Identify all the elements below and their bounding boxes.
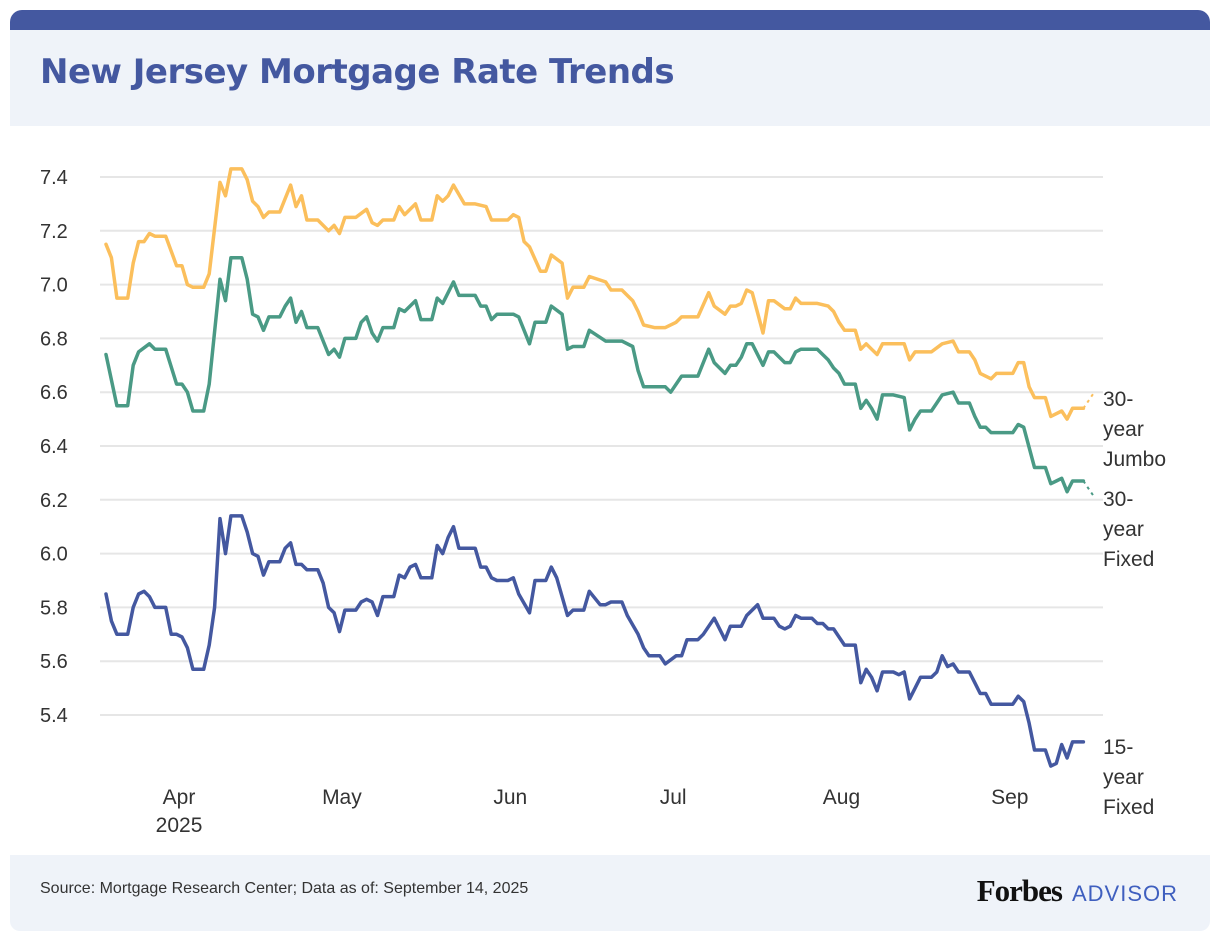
x-tick-label: May bbox=[322, 786, 362, 809]
series-projection-line bbox=[1082, 480, 1096, 498]
chart-header: New Jersey Mortgage Rate Trends bbox=[10, 30, 1210, 126]
y-tick-label: 6.4 bbox=[40, 436, 68, 458]
y-tick-label: 7.4 bbox=[40, 167, 68, 189]
y-tick-label: 6.0 bbox=[40, 544, 68, 566]
y-tick-label: 5.4 bbox=[40, 705, 68, 727]
line-chart: 7.4 7.2 7.0 6.8 6.6 6.4 6.2 6.0 5.8 5.6 5.4 Apr 2025… bbox=[40, 167, 1166, 837]
chart-footer: Source: Mortgage Research Center; Data a… bbox=[10, 855, 1210, 931]
y-tick-label: 6.8 bbox=[40, 328, 68, 350]
series-end-label: Fixed bbox=[1103, 548, 1154, 571]
source-note: Source: Mortgage Research Center; Data a… bbox=[40, 880, 529, 897]
x-tick-label: Jul bbox=[660, 786, 687, 809]
x-tick-label: Aug bbox=[823, 786, 860, 809]
series-line-30-year-fixed bbox=[104, 255, 1086, 494]
y-tick-label: 7.0 bbox=[40, 275, 68, 297]
y-tick-label: 5.6 bbox=[40, 651, 68, 673]
series-end-label: 15- bbox=[1103, 736, 1133, 759]
series-projection-line bbox=[1082, 391, 1096, 409]
logo-forbes: Forbes bbox=[976, 873, 1063, 908]
series-end-label: 30- bbox=[1103, 488, 1133, 511]
chart-title: New Jersey Mortgage Rate Trends bbox=[40, 52, 675, 92]
forbes-advisor-logo: Forbes ADVISOR bbox=[977, 873, 1178, 909]
y-tick-label: 5.8 bbox=[40, 597, 68, 619]
top-accent-bar bbox=[10, 10, 1210, 32]
y-tick-label: 7.2 bbox=[40, 221, 68, 243]
x-tick-label: Apr bbox=[163, 786, 196, 809]
logo-advisor: ADVISOR bbox=[1071, 881, 1178, 906]
series-end-label: year bbox=[1103, 418, 1144, 441]
y-tick-label: 6.2 bbox=[40, 490, 68, 512]
series-end-label: year bbox=[1103, 766, 1144, 789]
series-end-label: year bbox=[1103, 518, 1144, 541]
series-end-label: 30- bbox=[1103, 388, 1133, 411]
series-end-label: Fixed bbox=[1103, 796, 1154, 819]
x-tick-label: Jun bbox=[493, 786, 527, 809]
series-line-15-year-fixed bbox=[104, 514, 1086, 768]
series-end-label: Jumbo bbox=[1103, 448, 1166, 471]
x-tick-year-label: 2025 bbox=[156, 814, 203, 837]
series-line-30-year-jumbo bbox=[104, 167, 1086, 421]
x-tick-label: Sep bbox=[991, 786, 1028, 809]
y-tick-label: 6.6 bbox=[40, 382, 68, 404]
